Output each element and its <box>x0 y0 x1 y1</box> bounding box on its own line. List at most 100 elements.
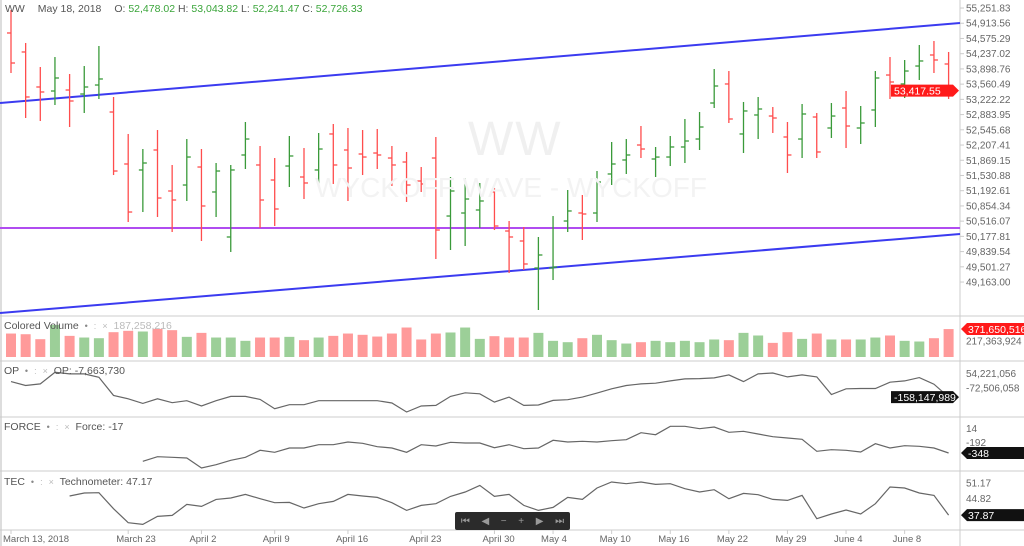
date-axis-label: May 22 <box>717 534 748 545</box>
low-value: 52,241.47 <box>252 3 300 15</box>
force-value: Force: -17 <box>75 421 124 433</box>
tec-last-label: 37.87 <box>968 510 994 522</box>
volume-bar <box>196 332 207 357</box>
volume-bar <box>870 337 881 357</box>
scroll-left-icon[interactable]: ◀ <box>481 515 490 527</box>
volume-bar <box>386 333 397 357</box>
price-axis-label: 50,854.34 <box>966 201 1011 212</box>
volume-bar <box>518 337 529 357</box>
close-icon[interactable]: × <box>102 321 108 331</box>
volume-bar <box>738 332 749 357</box>
close-icon[interactable]: × <box>42 366 48 376</box>
watermark-symbol: WW <box>468 113 563 166</box>
volume-bar <box>767 342 778 357</box>
technometer-line <box>69 481 950 526</box>
price-axis-label: 54,575.29 <box>966 34 1011 45</box>
volume-bar <box>284 336 295 357</box>
panel-menu-icon[interactable]: : <box>34 366 37 376</box>
op-line <box>10 371 949 413</box>
tec-axis-label: 44.82 <box>966 494 991 505</box>
volume-bar <box>782 332 793 357</box>
date-axis-label: May 16 <box>658 534 689 545</box>
high-value: 53,043.82 <box>191 3 239 15</box>
force-axis-label: 14 <box>966 424 978 435</box>
panel-menu-icon[interactable]: : <box>55 422 59 432</box>
price-axis-label: 55,251.83 <box>966 4 1011 15</box>
upper-trendline[interactable] <box>0 22 961 105</box>
panel-settings-dot-icon[interactable]: • <box>46 422 50 432</box>
volume-last-label: 371,650,516 <box>968 324 1024 336</box>
panel-menu-icon[interactable]: : <box>40 477 43 487</box>
lower-trendline[interactable] <box>0 233 961 315</box>
volume-bar <box>709 339 720 357</box>
volume-bar <box>269 337 280 357</box>
volume-bar <box>826 339 837 357</box>
volume-bar <box>299 340 309 357</box>
date-axis-label: May 29 <box>775 534 806 545</box>
volume-bar <box>181 336 192 357</box>
volume-bar <box>445 332 456 357</box>
volume-bar <box>255 337 266 357</box>
volume-bar <box>108 332 119 357</box>
scroll-right-icon[interactable]: ▶ <box>535 515 544 527</box>
price-axis-label: 52,207.41 <box>966 141 1011 152</box>
zoom-in-icon[interactable]: + <box>518 515 525 527</box>
price-axis-label: 51,192.61 <box>966 186 1011 197</box>
price-axis-label: 53,222.22 <box>966 95 1011 106</box>
op-panel-title: OP <box>4 365 19 377</box>
price-axis-label: 54,237.02 <box>966 49 1011 60</box>
zoom-out-icon[interactable]: − <box>500 515 507 527</box>
volume-bar <box>928 338 939 357</box>
op-value: OP: -7,663,730 <box>53 365 125 377</box>
tec-last-label-marker <box>961 509 1024 522</box>
first-page-icon[interactable]: ⏮ <box>460 515 470 527</box>
price-axis-label: 51,869.15 <box>966 156 1011 167</box>
volume-bar <box>152 328 163 357</box>
chart-navigation-bar: ⏮ ◀ − + ▶ ⏭ <box>455 512 570 530</box>
volume-bar <box>313 337 324 357</box>
volume-bar <box>6 333 16 357</box>
volume-axis-label: 217,363,924 <box>966 337 1022 348</box>
volume-bar <box>167 330 178 357</box>
volume-bar <box>240 340 251 357</box>
price-axis-label: 49,163.00 <box>966 278 1011 289</box>
volume-bar <box>811 333 822 357</box>
volume-bar <box>93 338 104 357</box>
volume-bar <box>49 324 60 357</box>
symbol-label: WW <box>5 3 25 15</box>
last-page-icon[interactable]: ⏭ <box>555 515 565 527</box>
volume-bar <box>679 340 690 357</box>
volume-bar <box>79 337 90 357</box>
ohlc-header: WW May 18, 2018 O: 52,478.02 H: 53,043.8… <box>5 3 363 15</box>
volume-bar <box>504 337 515 357</box>
price-axis-label: 52,883.95 <box>966 110 1011 121</box>
tec-value: Technometer: 47.17 <box>59 476 153 488</box>
tec-axis-label: 51.17 <box>966 479 991 490</box>
price-axis-label: 53,560.49 <box>966 80 1011 91</box>
panel-menu-icon[interactable]: : <box>93 321 97 331</box>
date-axis-label: April 2 <box>189 534 216 545</box>
op-last-label-marker <box>891 391 959 404</box>
date-label: May 18, 2018 <box>37 3 102 15</box>
price-axis-label: 49,501.27 <box>966 262 1011 273</box>
volume-bar <box>548 340 559 357</box>
volume-bar <box>797 338 808 357</box>
tec-panel-header: TEC •: × Technometer: 47.17 <box>4 476 152 488</box>
volume-bar <box>211 337 222 357</box>
volume-bar <box>430 333 441 357</box>
price-axis-label: 50,516.07 <box>966 217 1011 228</box>
panel-settings-dot-icon[interactable]: • <box>24 366 29 376</box>
volume-bar <box>357 334 368 357</box>
panel-settings-dot-icon[interactable]: • <box>84 321 88 331</box>
volume-bar <box>723 340 734 357</box>
volume-bar <box>35 339 46 357</box>
close-icon[interactable]: × <box>64 422 70 432</box>
volume-bar <box>606 340 617 357</box>
close-icon[interactable]: × <box>48 477 54 487</box>
force-axis-label: -192 <box>966 438 986 449</box>
last-price-label: 53,417.55 <box>894 86 941 98</box>
tec-panel-title: TEC <box>4 476 25 488</box>
force-panel-title: FORCE <box>4 421 41 433</box>
panel-settings-dot-icon[interactable]: • <box>30 477 35 487</box>
